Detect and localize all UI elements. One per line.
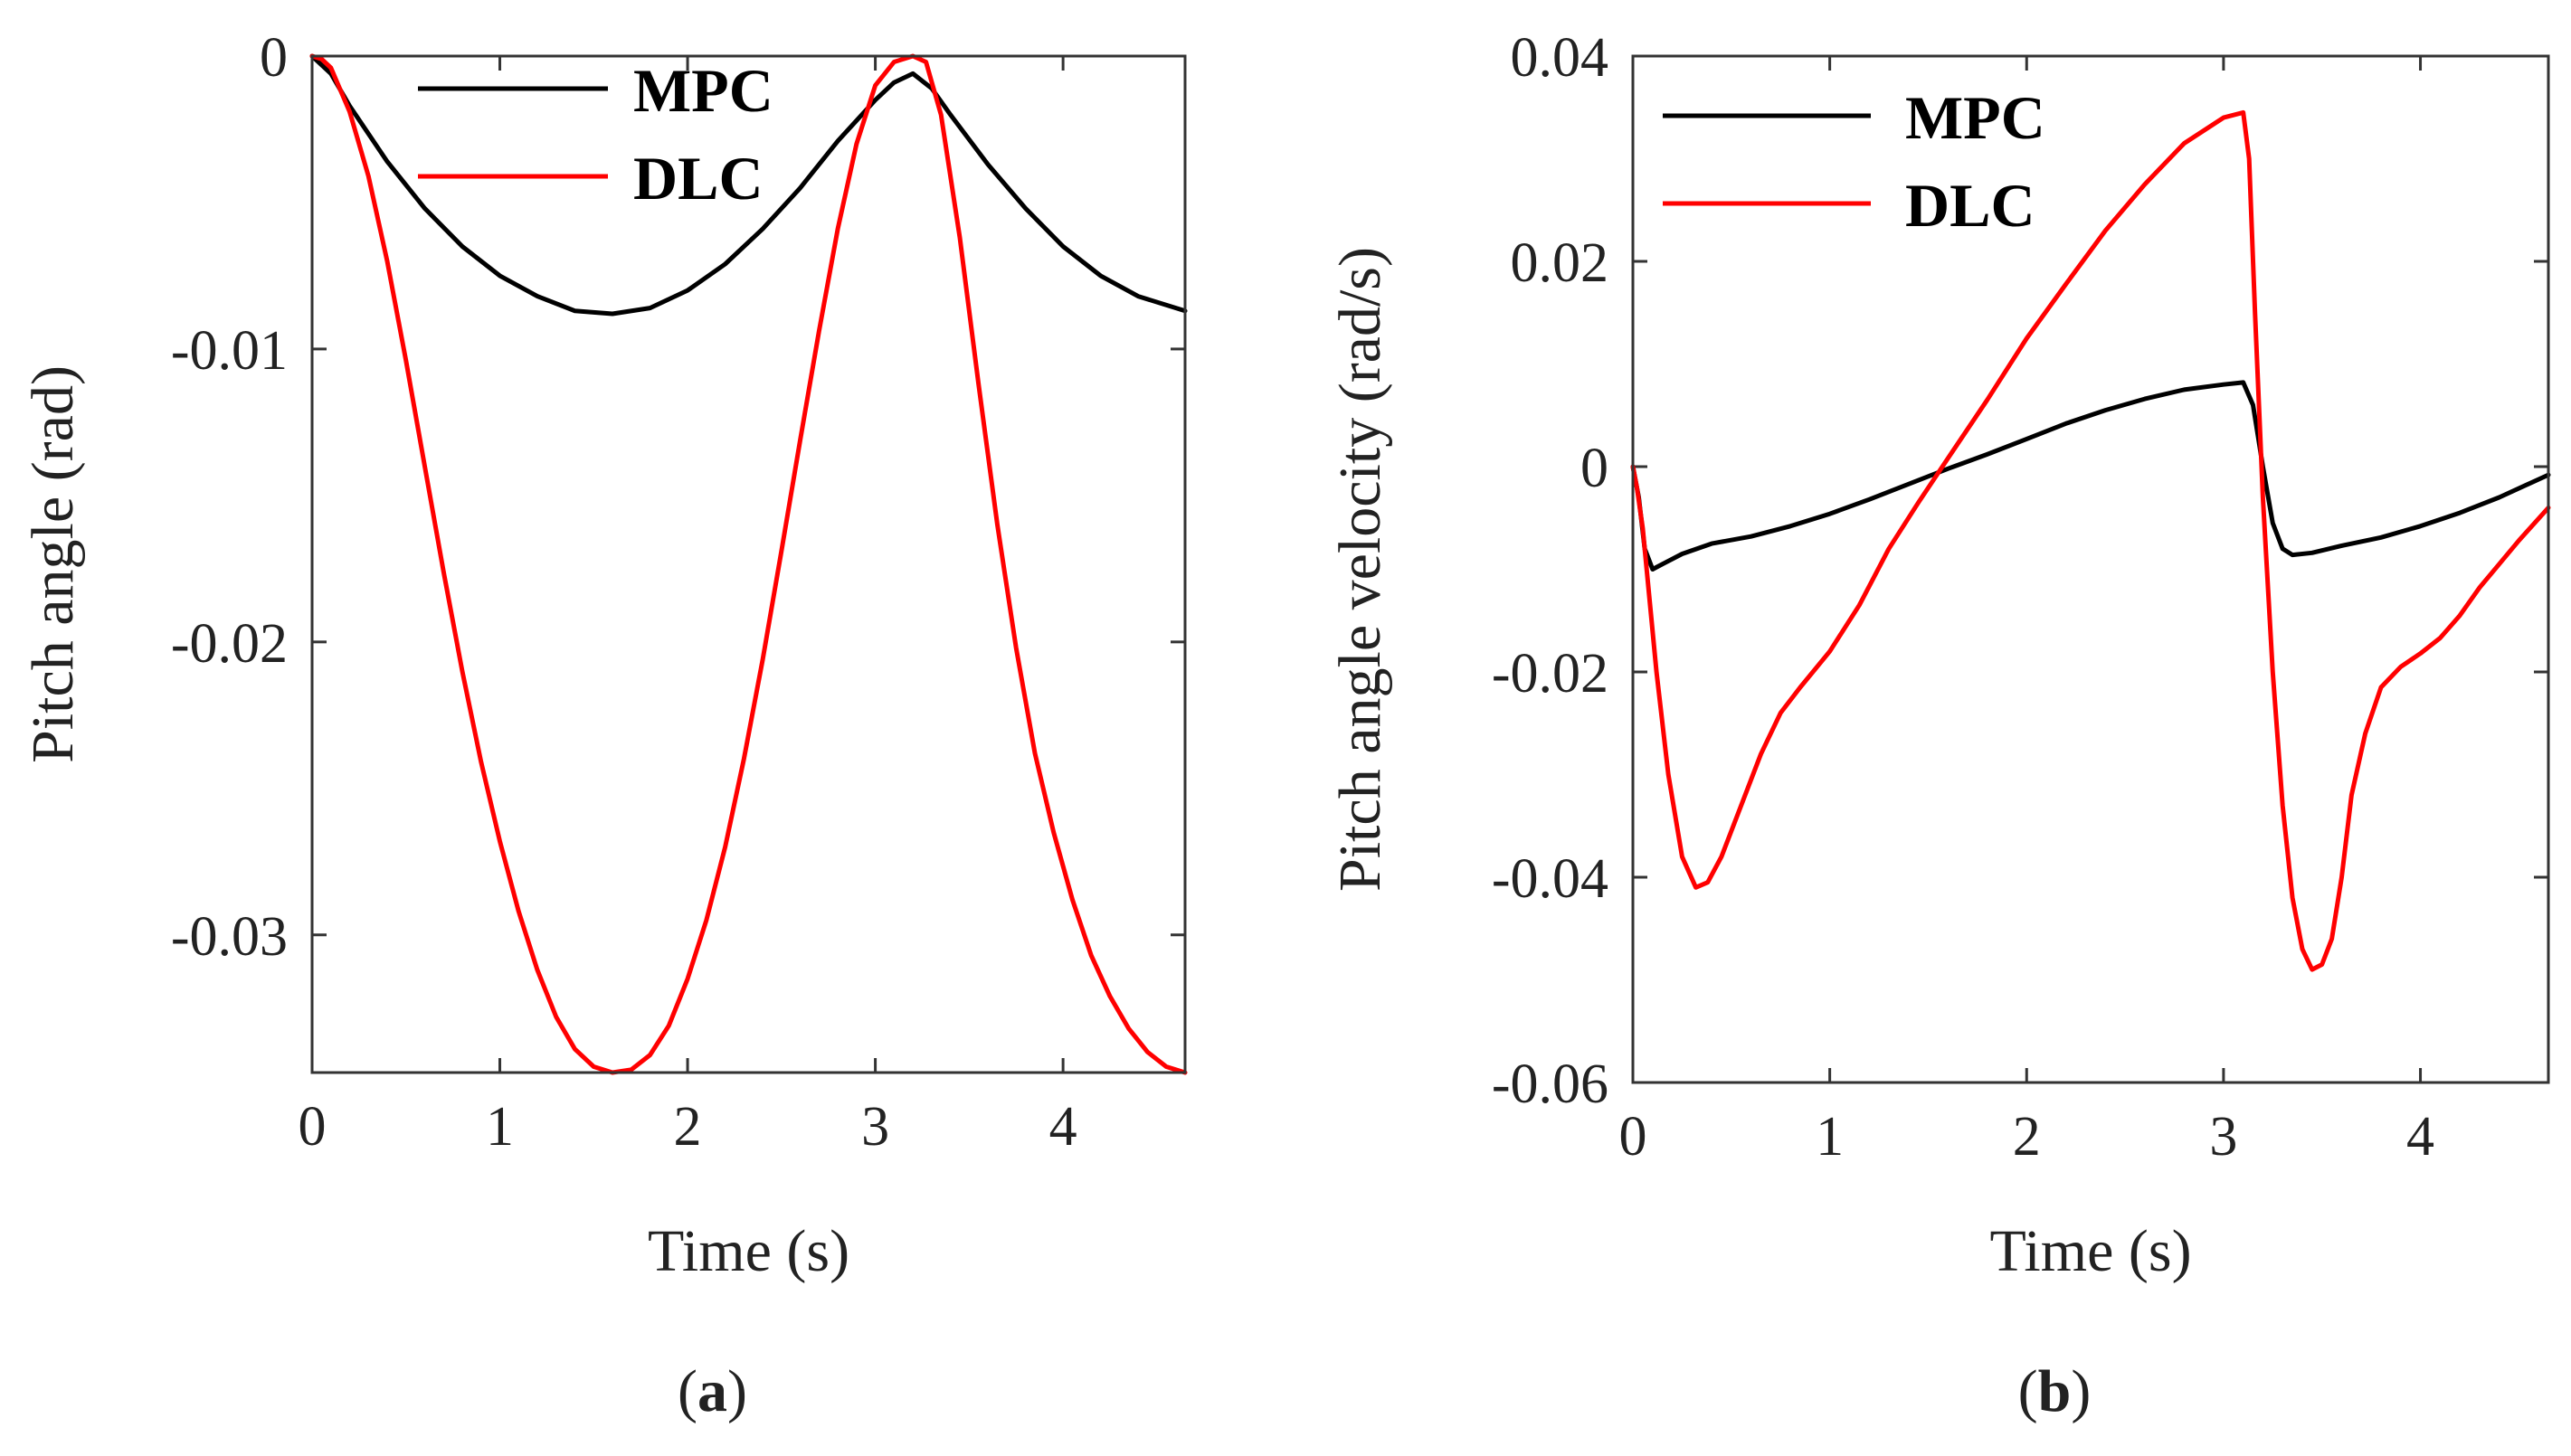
- b-legend-label-mpc: MPC: [1905, 83, 2045, 152]
- b-xtick-label-1: 1: [1816, 1106, 1844, 1168]
- a-x-axis-label: Time (s): [648, 1218, 849, 1284]
- b-xtick-label-3: 3: [2209, 1106, 2237, 1168]
- b-y-axis-label: Pitch angle velocity (rad/s): [1327, 247, 1393, 892]
- a-legend-label-dlc: DLC: [633, 144, 764, 213]
- b-legend: MPC DLC: [1663, 83, 2045, 240]
- a-series-group: [309, 53, 1188, 1075]
- panel-b: 0.04 0.02 0 -0.02 -0.04 -0.06 0 1 2 3 4 MPC DLC T…: [1327, 27, 2551, 1424]
- a-plot-frame: [310, 54, 1187, 1074]
- b-series-group: [1630, 109, 2551, 972]
- b-legend-label-dlc: DLC: [1905, 171, 2035, 240]
- a-xtick-label-2: 2: [674, 1096, 702, 1158]
- a-caption-letter: a: [697, 1358, 727, 1424]
- b-caption-letter: b: [2038, 1358, 2072, 1424]
- b-xtick-label-4: 4: [2406, 1106, 2434, 1168]
- b-ytick-label-0: 0.04: [1511, 27, 1609, 89]
- a-caption-open: (: [678, 1358, 697, 1424]
- a-xtick-label-0: 0: [299, 1096, 327, 1158]
- b-panel-caption: (b): [2018, 1358, 2092, 1424]
- a-y-axis-ticks: 0 -0.01 -0.02 -0.03: [171, 27, 1185, 968]
- a-series-line-dlc: [309, 53, 1188, 1075]
- b-y-axis-ticks: 0.04 0.02 0 -0.02 -0.04 -0.06: [1492, 27, 2548, 1115]
- b-caption-open: (: [2018, 1358, 2038, 1424]
- b-series-line-dlc: [1630, 109, 2551, 972]
- a-xtick-label-1: 1: [486, 1096, 514, 1158]
- b-ytick-label-4: -0.04: [1492, 848, 1608, 910]
- a-y-axis-label: Pitch angle (rad): [20, 365, 86, 763]
- b-x-axis-label: Time (s): [1989, 1218, 2191, 1284]
- b-caption-close: ): [2071, 1358, 2091, 1424]
- a-ytick-label-3: -0.03: [171, 906, 288, 968]
- a-xtick-label-4: 4: [1049, 1096, 1077, 1158]
- a-ytick-label-1: -0.01: [171, 320, 288, 382]
- b-ytick-label-3: -0.02: [1492, 643, 1608, 704]
- a-xtick-label-3: 3: [861, 1096, 889, 1158]
- a-ytick-label-2: -0.02: [171, 613, 288, 675]
- b-series-line-mpc: [1630, 380, 2551, 572]
- a-legend-label-mpc: MPC: [633, 56, 773, 125]
- b-ytick-label-2: 0: [1580, 438, 1608, 499]
- b-plot-frame: [1631, 54, 2550, 1084]
- b-ytick-label-5: -0.06: [1492, 1054, 1608, 1115]
- a-ytick-label-0: 0: [260, 27, 288, 89]
- a-caption-close: ): [727, 1358, 747, 1424]
- b-xtick-label-0: 0: [1619, 1106, 1647, 1168]
- b-ytick-label-1: 0.02: [1511, 232, 1609, 294]
- a-panel-caption: (a): [678, 1358, 747, 1424]
- a-legend: MPC DLC: [418, 56, 773, 213]
- a-x-axis-ticks: 0 1 2 3 4: [299, 56, 1077, 1158]
- a-series-line-mpc: [309, 53, 1188, 317]
- b-xtick-label-2: 2: [2013, 1106, 2041, 1168]
- b-x-axis-ticks: 0 1 2 3 4: [1619, 56, 2434, 1168]
